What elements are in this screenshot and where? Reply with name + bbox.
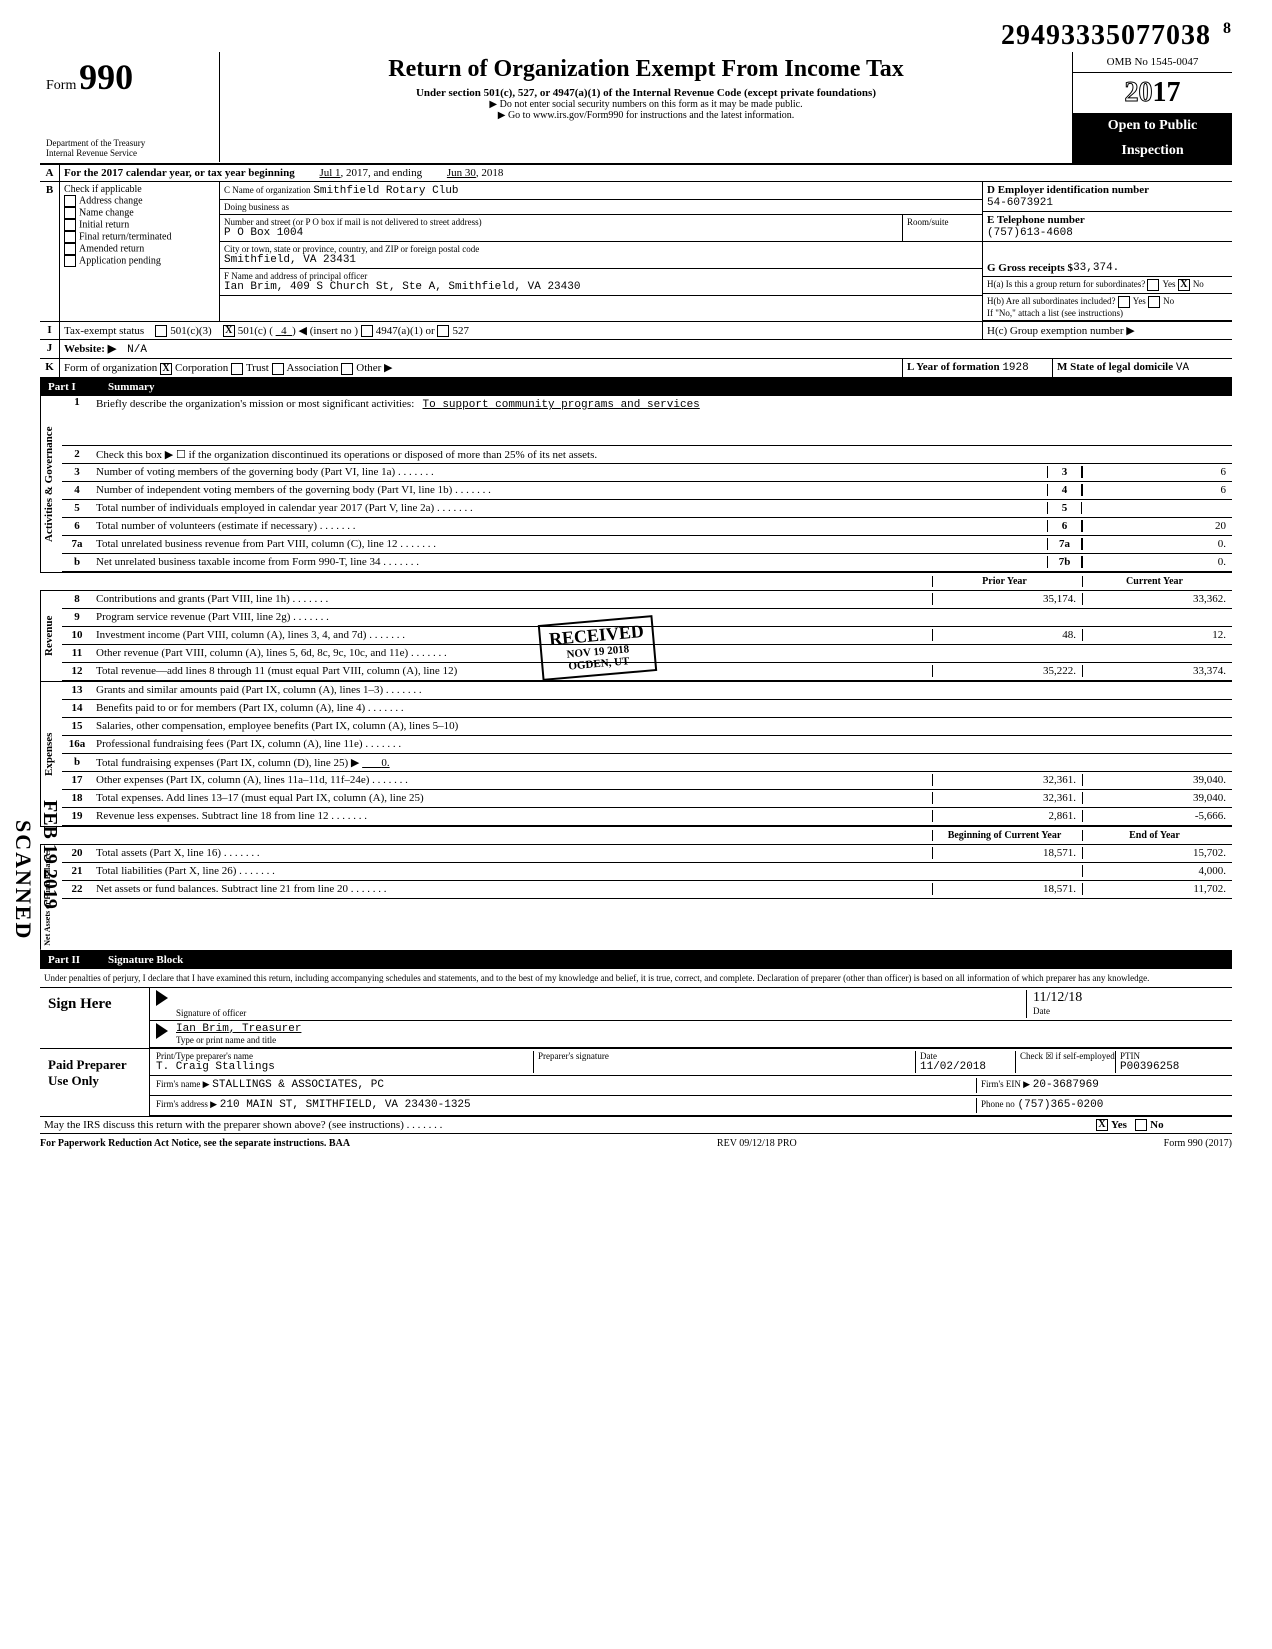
row-i: I Tax-exempt status 501(c)(3) 501(c) ( 4… <box>40 322 1232 340</box>
omb-number: OMB No 1545-0047 <box>1073 52 1232 73</box>
footer: For Paperwork Reduction Act Notice, see … <box>40 1134 1232 1149</box>
paid-preparer-block: Paid Preparer Use Only Print/Type prepar… <box>40 1049 1232 1117</box>
section-b-h: B Check if applicable Address change Nam… <box>40 182 1232 322</box>
penalty-text: Under penalties of perjury, I declare th… <box>40 969 1232 988</box>
part2-header: Part IISignature Block <box>40 951 1232 969</box>
expenses-section: Expenses 13Grants and similar amounts pa… <box>40 682 1232 827</box>
received-stamp: RECEIVED NOV 19 2018 OGDEN, UT <box>538 615 657 681</box>
netassets-section: Net Assets or Fund Balances 20Total asse… <box>40 845 1232 951</box>
activities-governance: Activities & Governance 1Briefly describ… <box>40 396 1232 573</box>
col-headers-2: Beginning of Current YearEnd of Year <box>40 827 1232 845</box>
form-header: Form 990 Department of the Treasury Inte… <box>40 52 1232 165</box>
row-a: A For the 2017 calendar year, or tax yea… <box>40 165 1232 182</box>
discuss-row: May the IRS discuss this return with the… <box>40 1117 1232 1134</box>
part1-header: Part ISummary <box>40 378 1232 396</box>
form-title: Return of Organization Exempt From Incom… <box>228 56 1064 83</box>
row-k: K Form of organization Corporation Trust… <box>40 359 1232 377</box>
date-stamp: FEB 19 2019 <box>38 800 61 909</box>
sign-here-block: Sign Here Signature of officer11/12/18Da… <box>40 988 1232 1049</box>
form-year: 20201717 <box>1073 73 1232 114</box>
scanned-stamp: SCANNED <box>10 820 36 940</box>
col-headers: Prior YearCurrent Year <box>40 573 1232 591</box>
row-j: J Website: ▶ N/A <box>40 340 1232 359</box>
doc-number: 294933350770388 <box>40 20 1232 52</box>
